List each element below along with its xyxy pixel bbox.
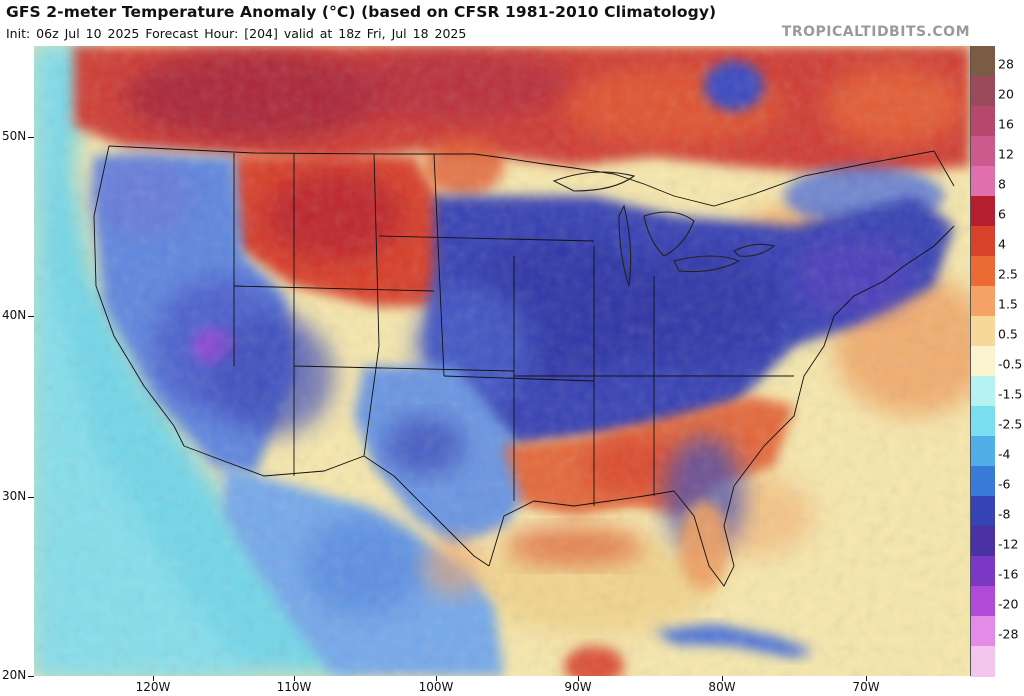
brand-watermark: TROPICALTIDBITS.COM	[781, 24, 970, 40]
lat-label: 30N	[2, 489, 27, 503]
colorbar-label: -1.5	[998, 386, 1023, 402]
lon-label: 120W	[135, 680, 171, 694]
colorbar-label: 28	[998, 56, 1014, 72]
colorbar-label: -12	[998, 536, 1019, 552]
lat-tick	[28, 137, 34, 138]
colorbar-label: 8	[998, 176, 1006, 192]
colorbar-segment	[971, 316, 995, 347]
lat-tick	[28, 497, 34, 498]
colorbar-label: 16	[998, 116, 1014, 132]
colorbar-label: 12	[998, 146, 1014, 162]
chart-subtitle: Init: 06z Jul 10 2025 Forecast Hour: [20…	[6, 26, 467, 41]
colorbar-label: -2.5	[998, 416, 1023, 432]
colorbar-segment	[971, 466, 995, 497]
colorbar-segment	[971, 106, 995, 137]
colorbar-segment	[971, 526, 995, 557]
colorbar-label: 0.5	[998, 326, 1018, 342]
colorbar-label: -28	[998, 626, 1019, 642]
anomaly-field	[34, 46, 970, 676]
lat-label: 20N	[2, 668, 27, 682]
colorbar-segment	[971, 226, 995, 257]
colorbar-segment	[971, 346, 995, 377]
colorbar-label: 2.5	[998, 266, 1018, 282]
lon-tick	[294, 676, 295, 681]
lon-tick	[866, 676, 867, 681]
chart-title: GFS 2-meter Temperature Anomaly (°C) (ba…	[6, 3, 717, 21]
colorbar-label: -4	[998, 446, 1011, 462]
colorbar-label: -8	[998, 506, 1011, 522]
colorbar-label: -6	[998, 476, 1011, 492]
colorbar-segment	[971, 76, 995, 107]
lat-tick	[28, 676, 34, 677]
lat-label: 50N	[2, 129, 27, 143]
colorbar-segment	[971, 166, 995, 197]
colorbar-segment	[971, 196, 995, 227]
colorbar-segment	[971, 646, 995, 677]
colorbar-segment	[971, 556, 995, 587]
lon-tick	[578, 676, 579, 681]
colorbar-segment	[971, 376, 995, 407]
colorbar-label: -16	[998, 566, 1019, 582]
lon-label: 90W	[564, 680, 592, 694]
colorbar-segment	[971, 136, 995, 167]
lon-label: 110W	[276, 680, 312, 694]
lon-label: 100W	[418, 680, 454, 694]
colorbar-label: -0.5	[998, 356, 1023, 372]
colorbar	[970, 46, 995, 677]
colorbar-segment	[971, 286, 995, 317]
lon-tick	[722, 676, 723, 681]
colorbar-segment	[971, 586, 995, 617]
lon-label: 70W	[852, 680, 880, 694]
colorbar-segment	[971, 496, 995, 527]
colorbar-label: 1.5	[998, 296, 1018, 312]
boundary-lines	[93, 145, 955, 587]
lat-label: 40N	[2, 308, 27, 322]
colorbar-label: 4	[998, 236, 1006, 252]
colorbar-segment	[971, 436, 995, 467]
colorbar-segment	[971, 406, 995, 437]
colorbar-segment	[971, 46, 995, 77]
anomaly-map	[34, 46, 970, 676]
colorbar-segment	[971, 256, 995, 287]
lat-tick	[28, 316, 34, 317]
colorbar-segment	[971, 616, 995, 647]
colorbar-label: 6	[998, 206, 1006, 222]
lon-label: 80W	[708, 680, 736, 694]
lon-tick	[436, 676, 437, 681]
colorbar-label: -20	[998, 596, 1019, 612]
lon-tick	[153, 676, 154, 681]
colorbar-label: 20	[998, 86, 1014, 102]
